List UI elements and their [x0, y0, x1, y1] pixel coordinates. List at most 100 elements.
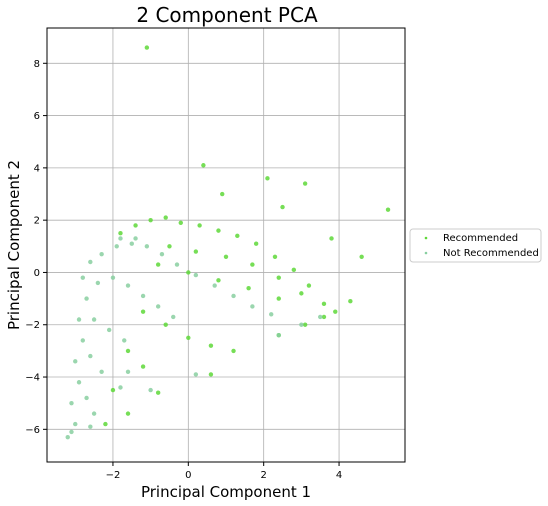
y-tick-label: 2: [34, 216, 40, 227]
data-point: [193, 272, 199, 278]
data-point: [118, 236, 123, 241]
y-tick-label: −4: [25, 373, 40, 384]
x-tick-label: −2: [106, 470, 121, 481]
legend-label-recommended: Recommended: [443, 233, 518, 244]
y-tick-label: −6: [25, 425, 40, 436]
data-point: [88, 259, 93, 265]
data-point: [272, 254, 278, 259]
data-point: [159, 251, 165, 257]
data-point: [208, 372, 214, 377]
chart-title: 2 Component PCA: [136, 3, 318, 27]
x-axis-ticks: −2 0 2 4: [106, 462, 342, 481]
data-point: [140, 364, 146, 369]
y-axis-label: Principal Component 2: [5, 160, 23, 330]
data-point: [110, 275, 116, 280]
data-point: [231, 293, 236, 299]
data-point: [276, 275, 281, 280]
data-point: [385, 207, 391, 212]
data-point: [148, 387, 153, 393]
data-point: [110, 387, 116, 393]
data-point: [133, 223, 138, 228]
data-point: [299, 291, 304, 296]
data-point: [318, 314, 323, 320]
y-tick-label: 8: [34, 59, 40, 70]
data-point: [246, 285, 251, 291]
data-point: [88, 424, 93, 429]
data-point: [250, 304, 255, 309]
data-point: [125, 369, 131, 374]
data-point: [99, 251, 104, 257]
data-point: [155, 304, 161, 309]
data-point: [306, 283, 312, 288]
data-point: [302, 322, 308, 327]
legend-label-not-recommended: Not Recommended: [443, 248, 539, 259]
data-point: [118, 385, 123, 390]
data-point: [129, 241, 134, 246]
data-point: [76, 380, 82, 385]
data-point: [197, 223, 202, 228]
x-tick-label: 0: [185, 470, 191, 481]
data-point: [80, 338, 86, 343]
data-point: [73, 421, 78, 427]
data-point: [148, 217, 153, 223]
data-point: [212, 283, 217, 288]
data-point: [103, 421, 108, 427]
data-point: [280, 204, 285, 210]
data-point: [84, 296, 89, 301]
legend: Recommended Not Recommended: [409, 228, 542, 263]
plot-area: [46, 27, 406, 463]
data-point: [333, 309, 338, 314]
data-point: [65, 434, 70, 440]
data-point: [144, 45, 150, 50]
data-point: [69, 429, 74, 435]
data-point: [216, 228, 221, 233]
data-point: [125, 283, 131, 288]
x-tick-label: 2: [260, 470, 266, 481]
y-tick-label: 6: [34, 111, 40, 122]
data-point: [359, 254, 364, 259]
data-point: [220, 191, 225, 197]
data-point: [91, 411, 97, 416]
data-point: [125, 411, 131, 416]
grid: [47, 28, 405, 462]
data-point: [193, 372, 199, 377]
data-point: [291, 267, 297, 273]
data-point: [276, 296, 281, 301]
data-point: [348, 299, 353, 304]
series-not-recommended: [65, 236, 323, 440]
legend-box: [409, 228, 542, 263]
data-point: [69, 400, 74, 406]
data-point: [235, 233, 240, 239]
data-point: [250, 262, 255, 267]
scatter-points: [65, 45, 391, 440]
data-point: [171, 314, 176, 320]
data-point: [76, 317, 82, 322]
data-point: [140, 293, 146, 299]
y-tick-label: 0: [34, 268, 40, 279]
y-tick-label: 4: [34, 163, 40, 174]
data-point: [73, 359, 78, 364]
data-point: [208, 343, 214, 348]
data-point: [201, 163, 206, 168]
data-point: [174, 262, 180, 267]
data-point: [106, 327, 112, 333]
data-point: [276, 333, 281, 338]
plot-background: [47, 28, 405, 462]
data-point: [133, 236, 138, 241]
data-point: [114, 244, 119, 249]
data-point: [91, 317, 97, 322]
data-point: [118, 231, 123, 236]
data-point: [321, 314, 327, 320]
data-point: [99, 369, 104, 374]
data-point: [95, 280, 101, 286]
data-point: [186, 335, 191, 341]
data-point: [122, 338, 127, 343]
data-point: [231, 348, 236, 354]
data-point: [269, 312, 274, 317]
data-point: [140, 309, 146, 314]
data-point: [223, 254, 229, 259]
data-point: [321, 301, 327, 307]
legend-marker-not-recommended: [424, 251, 428, 255]
data-point: [186, 270, 191, 275]
